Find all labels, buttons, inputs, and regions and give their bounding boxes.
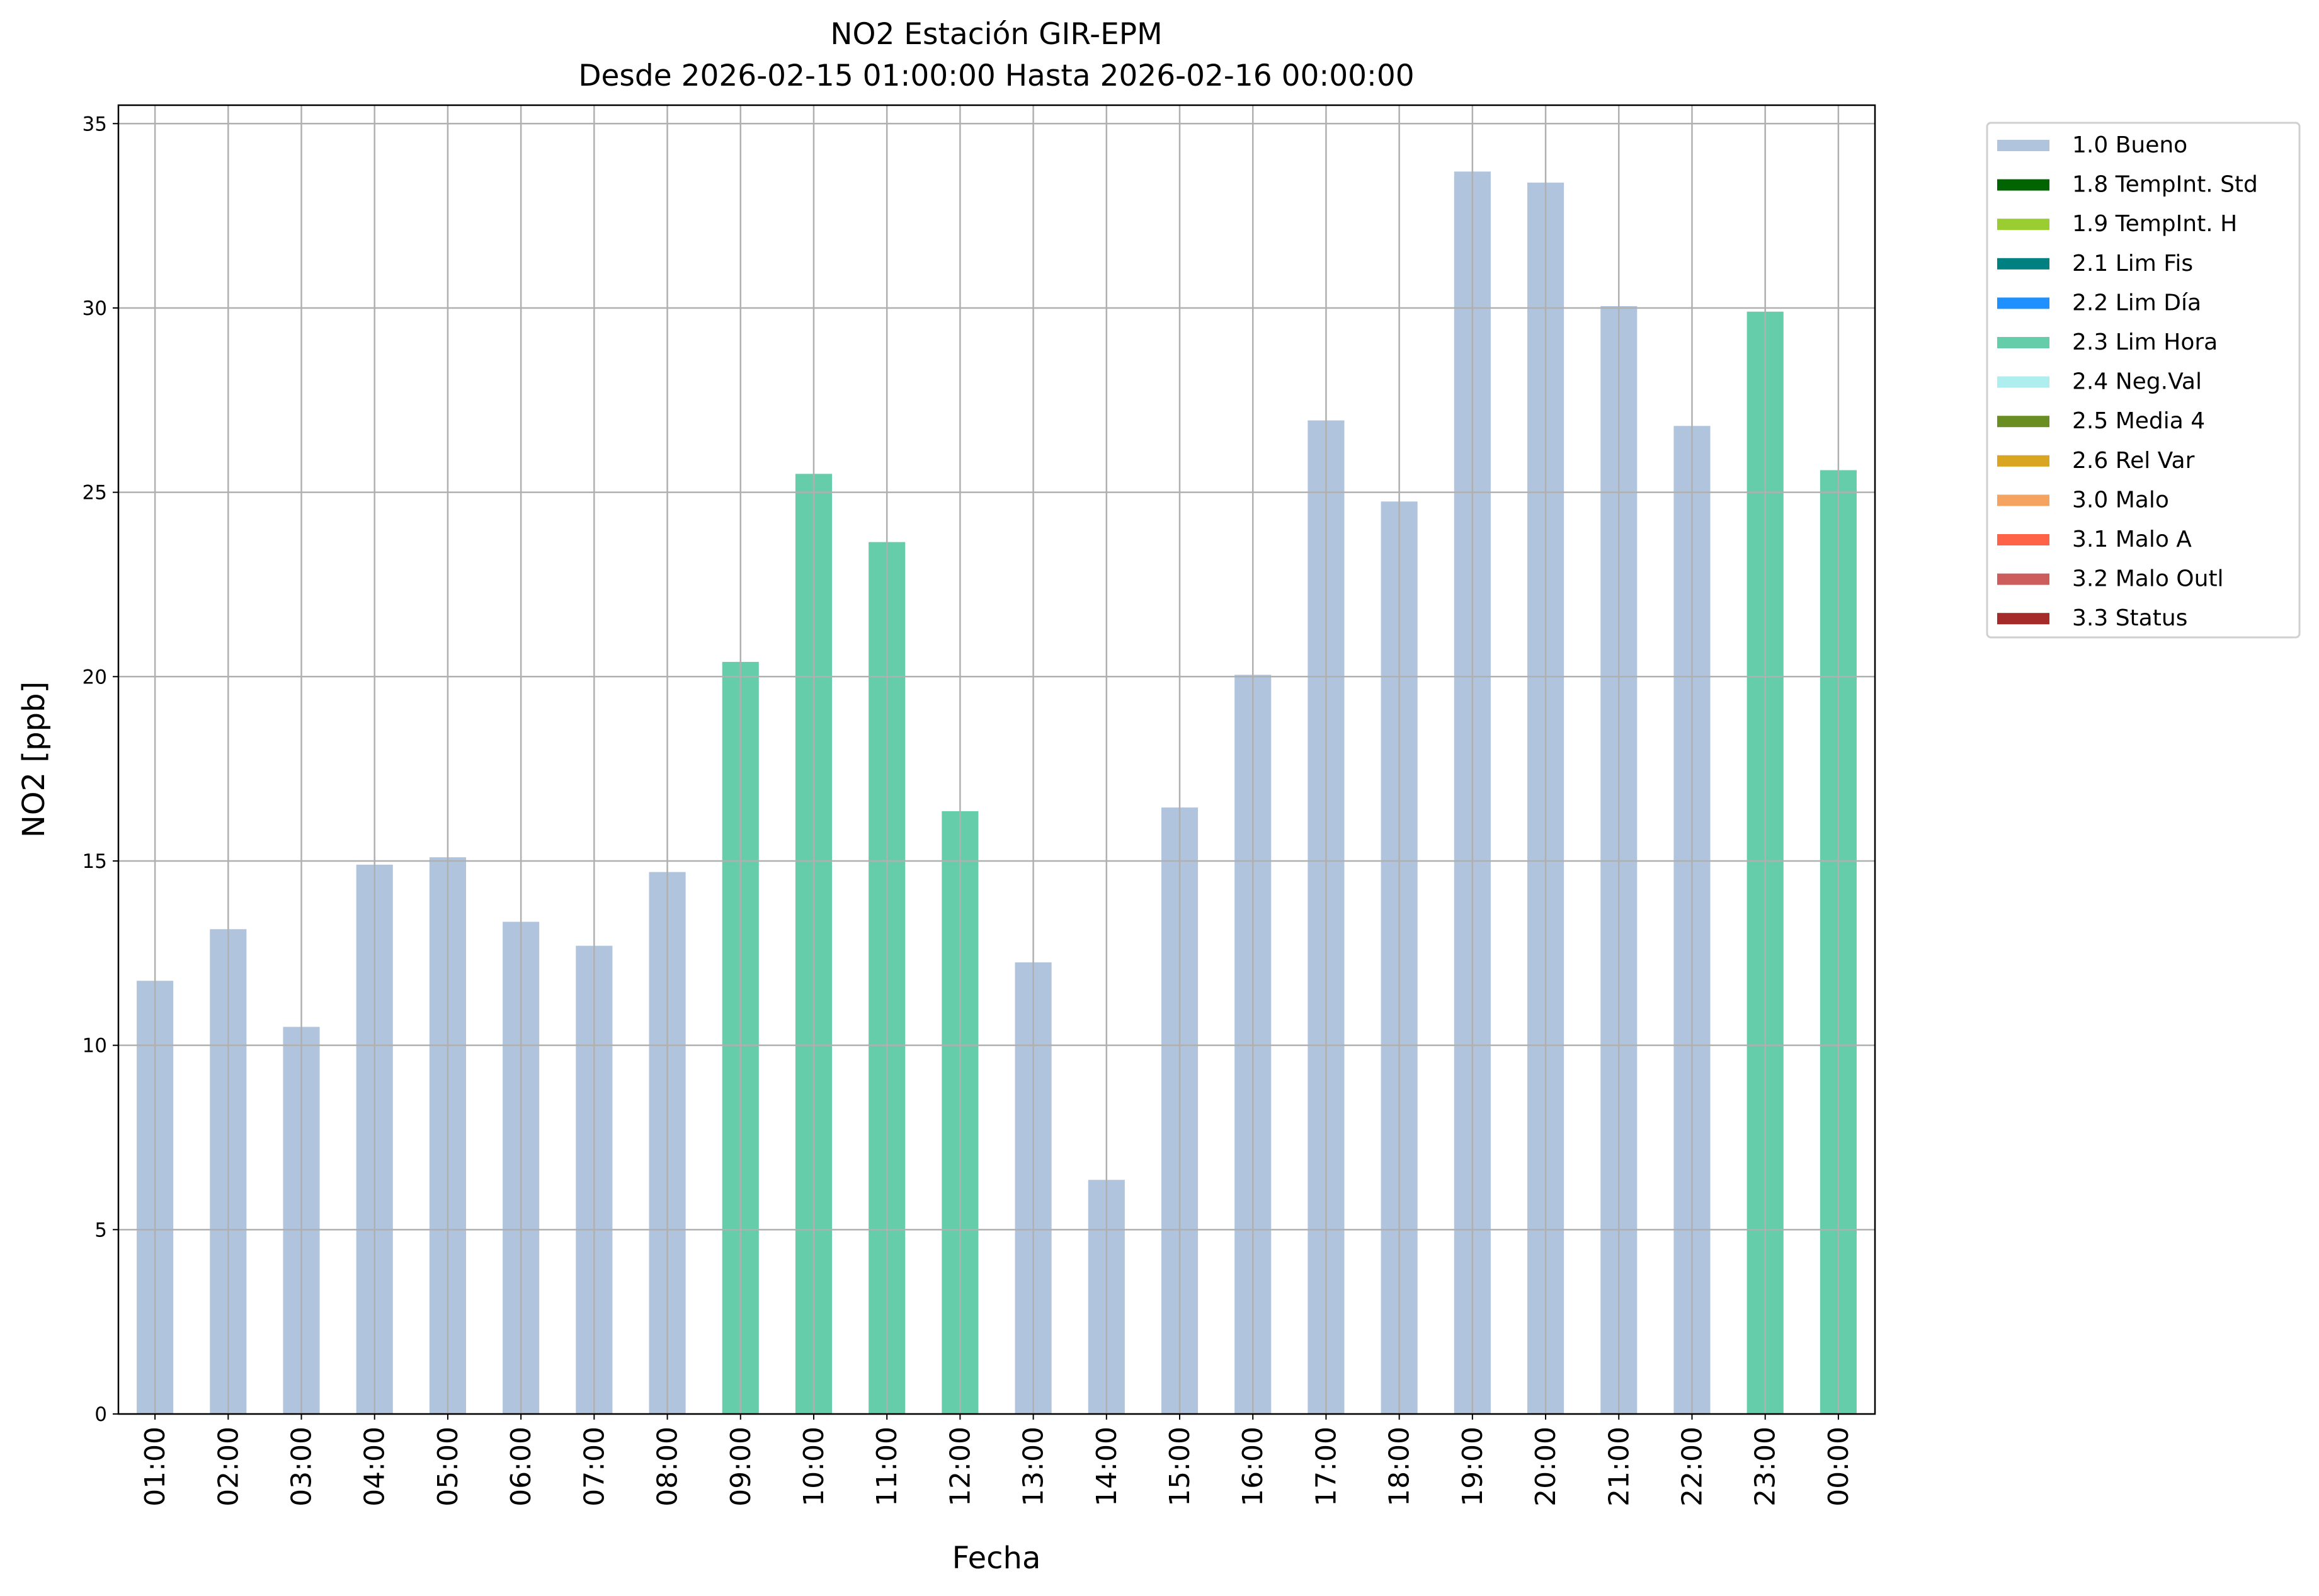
y-axis-label: NO2 [ppb] <box>16 681 52 838</box>
x-tick-label: 02:00 <box>212 1427 244 1507</box>
x-tick-label: 23:00 <box>1750 1427 1782 1507</box>
x-axis-ticks: 01:00 02:00 03:00 04:00 05:00 06:00 07:00 08:00… <box>139 1414 1855 1507</box>
y-tick-label: 25 <box>83 482 107 504</box>
legend-label: 2.4 Neg.Val <box>2072 369 2202 395</box>
x-tick-label: 18:00 <box>1384 1427 1416 1507</box>
x-tick-label: 16:00 <box>1237 1427 1269 1507</box>
legend-swatch <box>1997 219 2049 231</box>
legend-swatch <box>1997 179 2049 191</box>
x-tick-label: 22:00 <box>1676 1427 1708 1507</box>
legend-item: 1.8 TempInt. Std <box>1997 172 2258 198</box>
legend-label: 2.6 Rel Var <box>2072 448 2195 474</box>
legend-item: 2.3 Lim Hora <box>1997 329 2218 355</box>
legend-swatch <box>1997 140 2049 151</box>
legend-item: 3.1 Malo A <box>1997 527 2192 552</box>
x-tick-label: 14:00 <box>1091 1427 1123 1507</box>
legend-item: 3.0 Malo <box>1997 487 2169 513</box>
legend-label: 1.0 Bueno <box>2072 132 2187 158</box>
legend-item: 3.2 Malo Outl <box>1997 566 2224 592</box>
x-tick-label: 13:00 <box>1018 1427 1050 1507</box>
legend-label: 2.2 Lim Día <box>2072 290 2201 316</box>
legend-swatch <box>1997 494 2049 506</box>
legend-item: 2.6 Rel Var <box>1997 448 2195 474</box>
legend-swatch <box>1997 337 2049 348</box>
chart-title: NO2 Estación GIR-EPM <box>830 17 1162 52</box>
x-tick-label: 03:00 <box>286 1427 318 1507</box>
legend-label: 2.1 Lim Fis <box>2072 251 2193 276</box>
y-tick-label: 35 <box>83 113 107 135</box>
legend-swatch <box>1997 534 2049 545</box>
legend-item: 1.0 Bueno <box>1997 132 2187 158</box>
legend-item: 1.9 TempInt. H <box>1997 211 2237 237</box>
legend-label: 3.2 Malo Outl <box>2072 566 2224 592</box>
legend-item: 2.1 Lim Fis <box>1997 251 2193 276</box>
legend-swatch <box>1997 455 2049 467</box>
x-tick-label: 07:00 <box>578 1427 610 1507</box>
legend-label: 2.5 Media 4 <box>2072 408 2205 434</box>
legend-frame <box>1986 122 2301 639</box>
y-tick-label: 10 <box>83 1035 107 1057</box>
x-tick-label: 11:00 <box>871 1427 903 1507</box>
x-tick-label: 10:00 <box>798 1427 830 1507</box>
legend: 1.0 Bueno 1.8 TempInt. Std 1.9 TempInt. H 2… <box>1986 122 2301 639</box>
legend-swatch <box>1997 258 2049 270</box>
legend-item: 2.4 Neg.Val <box>1997 369 2202 395</box>
legend-swatch <box>1997 573 2049 585</box>
x-tick-label: 01:00 <box>139 1427 171 1507</box>
bars <box>137 171 1857 1415</box>
y-tick-label: 30 <box>83 297 107 320</box>
chart-subtitle: Desde 2026-02-15 01:00:00 Hasta 2026-02-… <box>578 59 1414 93</box>
x-tick-label: 00:00 <box>1823 1427 1855 1507</box>
legend-item: 2.5 Media 4 <box>1997 408 2205 434</box>
x-tick-label: 06:00 <box>505 1427 537 1507</box>
legend-label: 1.9 TempInt. H <box>2072 211 2237 237</box>
legend-item: 3.3 Status <box>1997 605 2187 631</box>
legend-item: 2.2 Lim Día <box>1997 290 2201 316</box>
y-tick-label: 0 <box>94 1403 107 1426</box>
x-tick-label: 17:00 <box>1310 1427 1342 1507</box>
x-tick-label: 20:00 <box>1530 1427 1562 1507</box>
legend-swatch <box>1997 416 2049 428</box>
legend-label: 3.1 Malo A <box>2072 527 2192 552</box>
x-tick-label: 08:00 <box>652 1427 684 1507</box>
legend-label: 2.3 Lim Hora <box>2072 329 2218 355</box>
y-tick-label: 20 <box>83 666 107 688</box>
y-tick-label: 15 <box>83 850 107 873</box>
y-tick-label: 5 <box>94 1219 107 1241</box>
x-tick-label: 19:00 <box>1457 1427 1489 1507</box>
y-axis-ticks: 0 5 10 15 20 25 30 35 <box>83 113 118 1426</box>
x-axis-label: Fecha <box>952 1541 1041 1576</box>
legend-label: 3.0 Malo <box>2072 487 2169 513</box>
x-tick-label: 04:00 <box>359 1427 391 1507</box>
x-tick-label: 15:00 <box>1164 1427 1196 1507</box>
x-tick-label: 21:00 <box>1603 1427 1635 1507</box>
legend-swatch <box>1997 613 2049 625</box>
x-tick-label: 09:00 <box>725 1427 757 1507</box>
plot-frame <box>117 104 1876 1415</box>
legend-swatch <box>1997 297 2049 309</box>
legend-label: 1.8 TempInt. Std <box>2072 172 2258 198</box>
legend-swatch <box>1997 376 2049 388</box>
x-tick-label: 05:00 <box>432 1427 464 1507</box>
x-tick-label: 12:00 <box>944 1427 976 1507</box>
legend-label: 3.3 Status <box>2072 605 2187 631</box>
